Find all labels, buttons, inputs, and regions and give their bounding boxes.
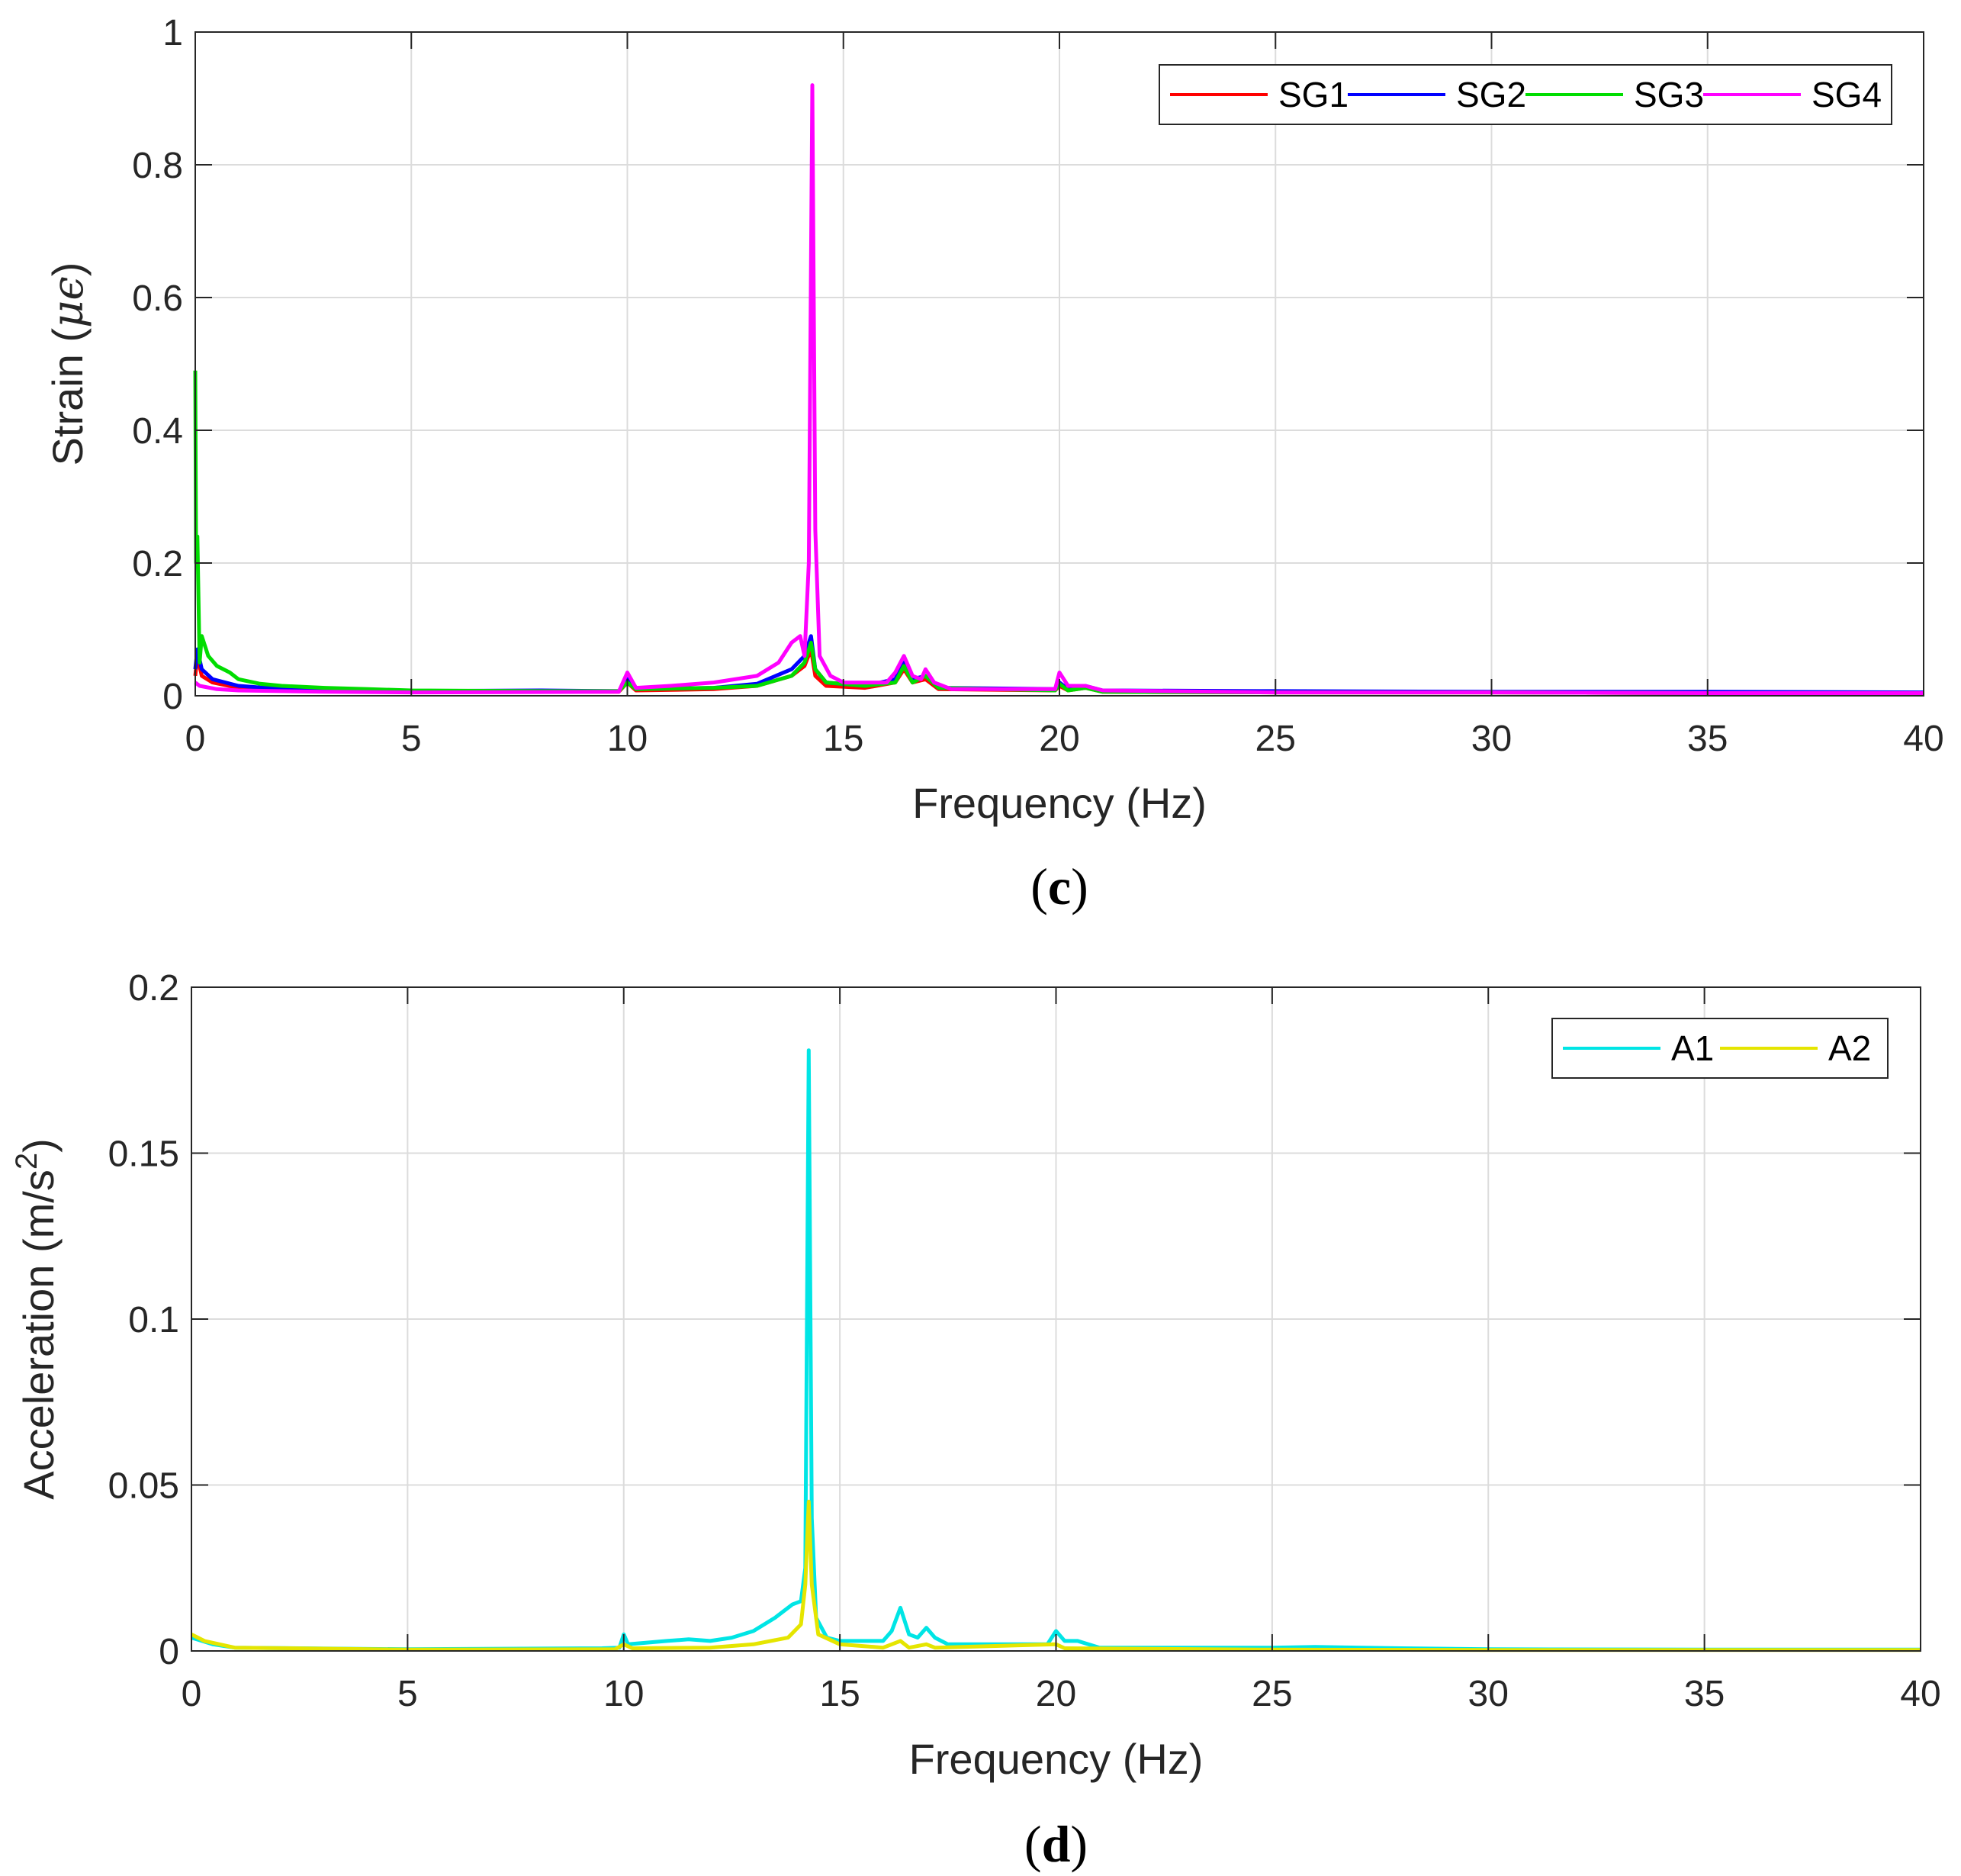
strain-chart-panel: 0 5 10 15 20 25 30 35 40 0 0.2 0.4 0.6 0.8 1 Frequenc… — [43, 13, 1944, 915]
y-tick-label: 0.1 — [128, 1300, 179, 1340]
strain-series-lines — [193, 83, 1924, 695]
strain-x-axis-label: Frequency (Hz) — [912, 779, 1207, 827]
strain-y-axis-label: Strain (μϵ) — [43, 262, 93, 466]
x-tick-label: 40 — [1903, 719, 1943, 759]
x-tick-label: 5 — [401, 719, 422, 759]
x-tick-label: 30 — [1471, 719, 1512, 759]
legend-label-sg1: SG1 — [1278, 75, 1349, 114]
series-line-a2 — [190, 1499, 1921, 1652]
strain-y-tick-labels: 0 0.2 0.4 0.6 0.8 1 — [132, 13, 183, 717]
y-tick-label: 0.6 — [132, 278, 183, 319]
series-line-sg3 — [193, 370, 1924, 695]
y-tick-label: 1 — [162, 13, 183, 53]
x-tick-label: 30 — [1468, 1674, 1509, 1714]
panel-label-d: (d) — [1024, 1815, 1088, 1873]
panel-label-c: (c) — [1030, 858, 1088, 915]
x-tick-label: 35 — [1687, 719, 1728, 759]
x-tick-label: 0 — [185, 719, 206, 759]
x-tick-label: 5 — [397, 1674, 418, 1714]
acceleration-y-tick-labels: 0 0.05 0.1 0.15 0.2 — [108, 968, 179, 1672]
acceleration-series-lines — [190, 1048, 1921, 1652]
acceleration-legend: A1 A2 — [1551, 1018, 1889, 1079]
acceleration-x-axis-label: Frequency (Hz) — [909, 1735, 1204, 1783]
y-tick-label: 0 — [162, 677, 183, 717]
x-tick-label: 25 — [1255, 719, 1296, 759]
y-tick-label: 0.8 — [132, 146, 183, 186]
series-line-sg4 — [194, 83, 1924, 695]
x-tick-label: 10 — [607, 719, 648, 759]
x-tick-label: 15 — [823, 719, 863, 759]
x-tick-label: 20 — [1039, 719, 1079, 759]
strain-legend: SG1 SG2 SG3 SG4 — [1159, 64, 1892, 125]
x-tick-label: 10 — [603, 1674, 644, 1714]
acceleration-y-axis-label: Acceleration (m/s2) — [10, 1138, 63, 1499]
legend-label-a1: A1 — [1671, 1028, 1714, 1068]
x-tick-label: 15 — [819, 1674, 860, 1714]
y-tick-label: 0 — [159, 1632, 179, 1672]
y-tick-label: 0.05 — [108, 1466, 179, 1507]
strain-x-tick-labels: 0 5 10 15 20 25 30 35 40 — [185, 719, 1944, 759]
y-tick-label: 0.2 — [128, 968, 179, 1009]
x-tick-label: 25 — [1252, 1674, 1292, 1714]
legend-label-sg2: SG2 — [1456, 75, 1526, 114]
legend-label-sg3: SG3 — [1634, 75, 1704, 114]
y-tick-label: 0.2 — [132, 544, 183, 584]
acceleration-x-tick-labels: 0 5 10 15 20 25 30 35 40 — [182, 1674, 1941, 1714]
x-tick-label: 0 — [182, 1674, 202, 1714]
strain-tick-marks — [194, 31, 1924, 697]
acceleration-tick-marks — [191, 986, 1921, 1652]
legend-label-sg4: SG4 — [1812, 75, 1882, 114]
x-tick-label: 40 — [1900, 1674, 1940, 1714]
y-tick-label: 0.4 — [132, 411, 183, 452]
x-tick-label: 35 — [1684, 1674, 1725, 1714]
legend-label-a2: A2 — [1828, 1028, 1871, 1068]
x-tick-label: 20 — [1036, 1674, 1076, 1714]
acceleration-chart-panel: 0 5 10 15 20 25 30 35 40 0 0.05 0.1 0.15 0.2 Frequen… — [10, 968, 1941, 1873]
y-tick-label: 0.15 — [108, 1134, 179, 1175]
